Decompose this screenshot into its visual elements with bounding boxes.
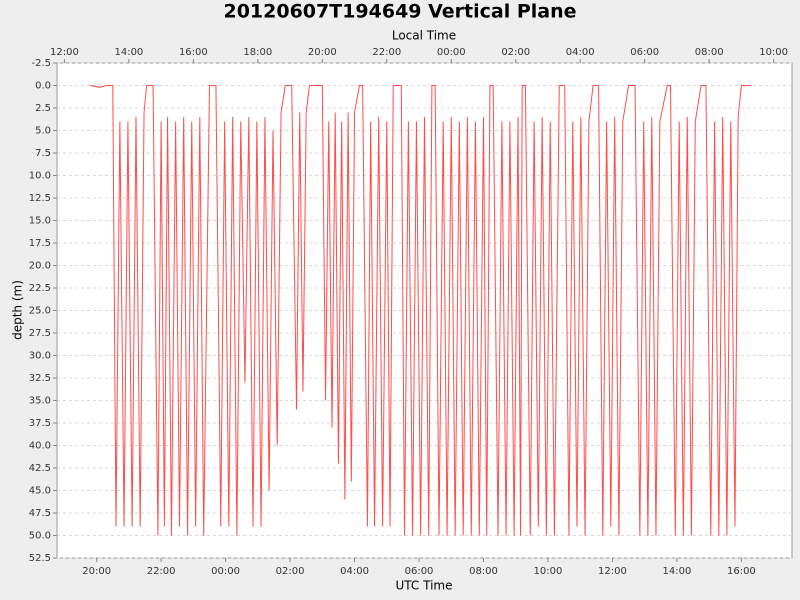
y-tick-label: 20.0 xyxy=(29,261,51,272)
x-tick-label: 04:00 xyxy=(340,566,369,577)
chart-title: 20120607T194649 Vertical Plane xyxy=(223,1,576,23)
x2-tick-label: 22:00 xyxy=(372,47,401,58)
x2-tick-label: 14:00 xyxy=(114,47,143,58)
y-tick-label: 10.0 xyxy=(29,171,51,182)
x-tick-label: 14:00 xyxy=(663,566,692,577)
x-tick-label: 02:00 xyxy=(276,566,305,577)
y-tick-label: 15.0 xyxy=(29,216,51,227)
y-tick-label: 2.5 xyxy=(35,103,51,114)
x-tick-label: 22:00 xyxy=(147,566,176,577)
x-tick-label: 20:00 xyxy=(82,566,111,577)
x-tick-label: 08:00 xyxy=(469,566,498,577)
x2-tick-label: 00:00 xyxy=(437,47,466,58)
x-tick-label: 00:00 xyxy=(211,566,240,577)
x-tick-label: 12:00 xyxy=(598,566,627,577)
y-tick-label: 50.0 xyxy=(29,531,51,542)
y-tick-label: 0.0 xyxy=(35,81,51,92)
x-axis-label: UTC Time xyxy=(396,579,453,593)
y-axis-label: depth (m) xyxy=(11,280,25,340)
depth-line xyxy=(90,85,752,536)
x2-tick-label: 06:00 xyxy=(630,47,659,58)
y-tick-label: 47.5 xyxy=(29,508,51,519)
x-tick-label: 10:00 xyxy=(534,566,563,577)
y-tick-label: 40.0 xyxy=(29,441,51,452)
y-tick-label: 35.0 xyxy=(29,396,51,407)
y-tick-label: 42.5 xyxy=(29,463,51,474)
x2-tick-label: 02:00 xyxy=(501,47,530,58)
x-tick-label: 16:00 xyxy=(727,566,756,577)
y-tick-label: 7.5 xyxy=(35,148,51,159)
y-tick-label: 17.5 xyxy=(29,238,51,249)
x-tick-label: 06:00 xyxy=(405,566,434,577)
y-tick-label: -2.5 xyxy=(31,58,51,69)
x2-tick-label: 10:00 xyxy=(759,47,788,58)
x2-tick-label: 18:00 xyxy=(243,47,272,58)
y-tick-label: 5.0 xyxy=(35,126,51,137)
x2-tick-label: 04:00 xyxy=(566,47,595,58)
y-tick-label: 52.5 xyxy=(29,553,51,564)
x2-axis-label: Local Time xyxy=(392,29,456,43)
y-tick-label: 25.0 xyxy=(29,306,51,317)
x2-tick-label: 08:00 xyxy=(695,47,724,58)
y-tick-label: 22.5 xyxy=(29,283,51,294)
x2-tick-label: 20:00 xyxy=(308,47,337,58)
y-tick-label: 32.5 xyxy=(29,373,51,384)
y-tick-label: 12.5 xyxy=(29,193,51,204)
y-tick-label: 45.0 xyxy=(29,486,51,497)
x2-tick-label: 12:00 xyxy=(50,47,79,58)
x2-tick-label: 16:00 xyxy=(179,47,208,58)
y-tick-label: 30.0 xyxy=(29,351,51,362)
y-tick-label: 37.5 xyxy=(29,418,51,429)
y-tick-label: 27.5 xyxy=(29,328,51,339)
